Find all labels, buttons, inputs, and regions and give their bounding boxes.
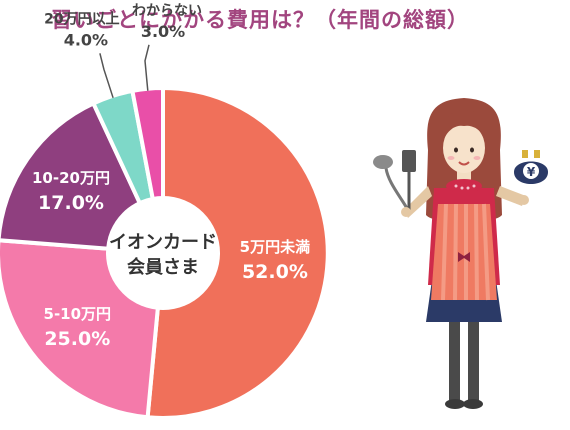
slice-2-label: 5-10万円 [44,305,112,323]
ladle-icon [373,155,410,211]
slice-labels: 5万円未満 52.0% 5-10万円 25.0% 10-20万円 17.0% 20万円以上 4… [32,3,310,350]
slice-5-label: わからない [132,3,202,19]
leader-lines [99,44,150,99]
slice-3-value: 17.0% [38,192,104,214]
center-label-line-2: 会員さま [127,256,199,278]
right-hand [519,195,529,205]
woman-with-utensils-illustration [404,98,526,409]
slice-1-value: 52.0% [242,261,308,283]
yen-symbol: ¥ [527,165,536,179]
spatula-icon [402,150,416,210]
slice-1 [145,85,330,420]
slice-1-label: 5万円未満 [240,238,310,256]
chart-title: 習いごとにかかる費用は？（年間の総額） [51,8,469,32]
center-label-line-1: イオンカード [109,232,217,253]
slice-5-leader-line [144,44,150,91]
left-hand [401,207,411,217]
slice-4-leader-line [99,53,114,99]
center-disc [106,196,220,310]
slice-4-label: 20万円以上 [44,11,119,27]
slice-4-value: 4.0% [64,30,108,49]
slice-5-value: 3.0% [141,22,185,41]
slice-2-value: 25.0% [44,328,110,350]
slice-3-label: 10-20万円 [32,169,110,187]
yen-purse-icon: ¥ [514,150,548,184]
